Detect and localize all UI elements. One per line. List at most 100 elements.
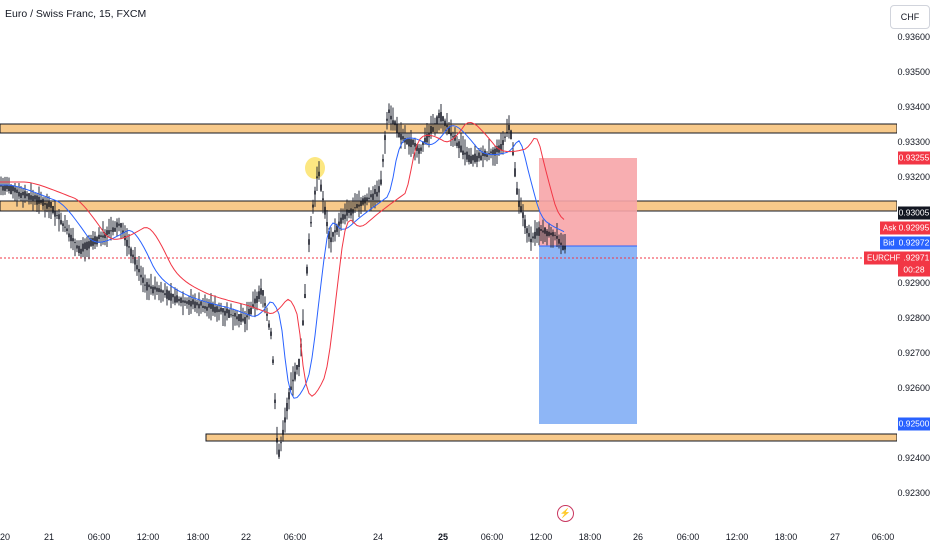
price-tick: 0.92400: [897, 453, 930, 463]
candle-body: [548, 231, 550, 236]
candle-body: [250, 307, 252, 315]
candle-body: [318, 171, 320, 177]
stop-loss-zone: [539, 158, 637, 246]
candle-body: [276, 437, 278, 443]
candle-body: [472, 155, 474, 161]
candle-body: [288, 392, 290, 400]
candle-body: [274, 399, 276, 404]
candle-body: [206, 306, 208, 311]
price-chart[interactable]: [0, 0, 897, 527]
candle-body: [146, 282, 148, 291]
candle-body: [556, 235, 558, 239]
candle-body: [228, 309, 230, 318]
price-tick: 0.92700: [897, 348, 930, 358]
candle-body: [360, 200, 362, 207]
candle-body: [542, 230, 544, 233]
candle-body: [268, 323, 270, 328]
candle-body: [52, 205, 54, 213]
time-tick: 21: [43, 532, 55, 542]
candle-body: [164, 293, 166, 296]
candle-body: [64, 226, 66, 228]
target-price-label: 0.92500: [898, 417, 930, 431]
candle-body: [384, 135, 386, 141]
time-tick: 12:00: [725, 532, 749, 542]
currency-button[interactable]: CHF: [890, 5, 930, 29]
candle-body: [210, 303, 212, 309]
candle-body: [528, 233, 530, 237]
candle-body: [474, 153, 476, 163]
candle-body: [346, 209, 348, 216]
candle-body: [42, 198, 44, 206]
candle-body: [26, 193, 28, 197]
candle-body: [492, 149, 494, 155]
candle-body: [454, 135, 456, 141]
ask-tag: Ask: [880, 221, 900, 235]
candle-body: [538, 227, 540, 236]
candle-body: [378, 186, 380, 193]
candle-body: [512, 150, 514, 155]
candle-body: [328, 230, 330, 240]
candle-body: [226, 308, 228, 314]
candle-body: [246, 315, 248, 318]
candle-body: [202, 305, 204, 309]
candle-body: [344, 214, 346, 219]
candle-body: [448, 127, 450, 135]
candle-body: [540, 229, 542, 231]
candle-body: [564, 245, 566, 250]
candle-body: [450, 132, 452, 136]
candle-body: [320, 184, 322, 191]
candle-body: [200, 301, 202, 306]
candle-body: [238, 314, 240, 322]
candle-body: [432, 127, 434, 132]
candle-body: [382, 159, 384, 162]
price-tick: 0.93200: [897, 172, 930, 182]
candle-body: [464, 152, 466, 155]
candle-body: [28, 193, 30, 200]
candle-body: [524, 219, 526, 228]
candle-body: [520, 206, 522, 213]
candle-body: [196, 302, 198, 306]
candle-body: [188, 299, 190, 305]
time-axis[interactable]: 20 21 06:00 12:00 18:00 22 06:00 24 25 0…: [0, 527, 897, 550]
lightning-icon[interactable]: ⚡: [557, 505, 574, 522]
candle-body: [216, 306, 218, 313]
candle-body: [104, 233, 106, 239]
candle-body: [122, 230, 124, 234]
candle-body: [550, 232, 552, 236]
candle-body: [16, 189, 18, 193]
candle-body: [310, 221, 312, 224]
ema-fast-line: [0, 125, 565, 399]
bar-countdown: 00:28: [898, 263, 930, 277]
price-axis[interactable]: 0.93600 0.93500 0.93400 0.93300 0.93200 …: [897, 0, 932, 527]
candle-body: [22, 191, 24, 196]
candle-body: [430, 125, 432, 134]
candle-body: [248, 308, 250, 315]
candle-body: [252, 304, 254, 308]
candle-body: [480, 155, 482, 161]
chart-canvas[interactable]: Euro / Swiss Franc, 15, FXCM: [0, 0, 897, 527]
candle-body: [92, 238, 94, 246]
time-tick: 06:00: [283, 532, 307, 542]
candle-body: [272, 359, 274, 363]
candle-body: [322, 198, 324, 201]
candle-body: [370, 194, 372, 198]
candle-body: [2, 185, 4, 191]
candle-body: [490, 151, 492, 154]
candle-body: [84, 242, 86, 249]
candle-body: [154, 286, 156, 290]
candle-body: [324, 206, 326, 215]
candle-body: [372, 193, 374, 200]
candle-body: [86, 241, 88, 251]
bid-price-label: 0.92972: [898, 236, 930, 250]
time-tick: 18:00: [186, 532, 210, 542]
candle-body: [20, 193, 22, 199]
candle-body: [280, 442, 282, 444]
candle-body: [536, 228, 538, 236]
candle-body: [240, 313, 242, 322]
candle-body: [506, 131, 508, 134]
candle-body: [308, 239, 310, 245]
candle-body: [330, 237, 332, 243]
candle-body: [78, 245, 80, 254]
candle-body: [486, 153, 488, 157]
candle-body: [136, 265, 138, 270]
